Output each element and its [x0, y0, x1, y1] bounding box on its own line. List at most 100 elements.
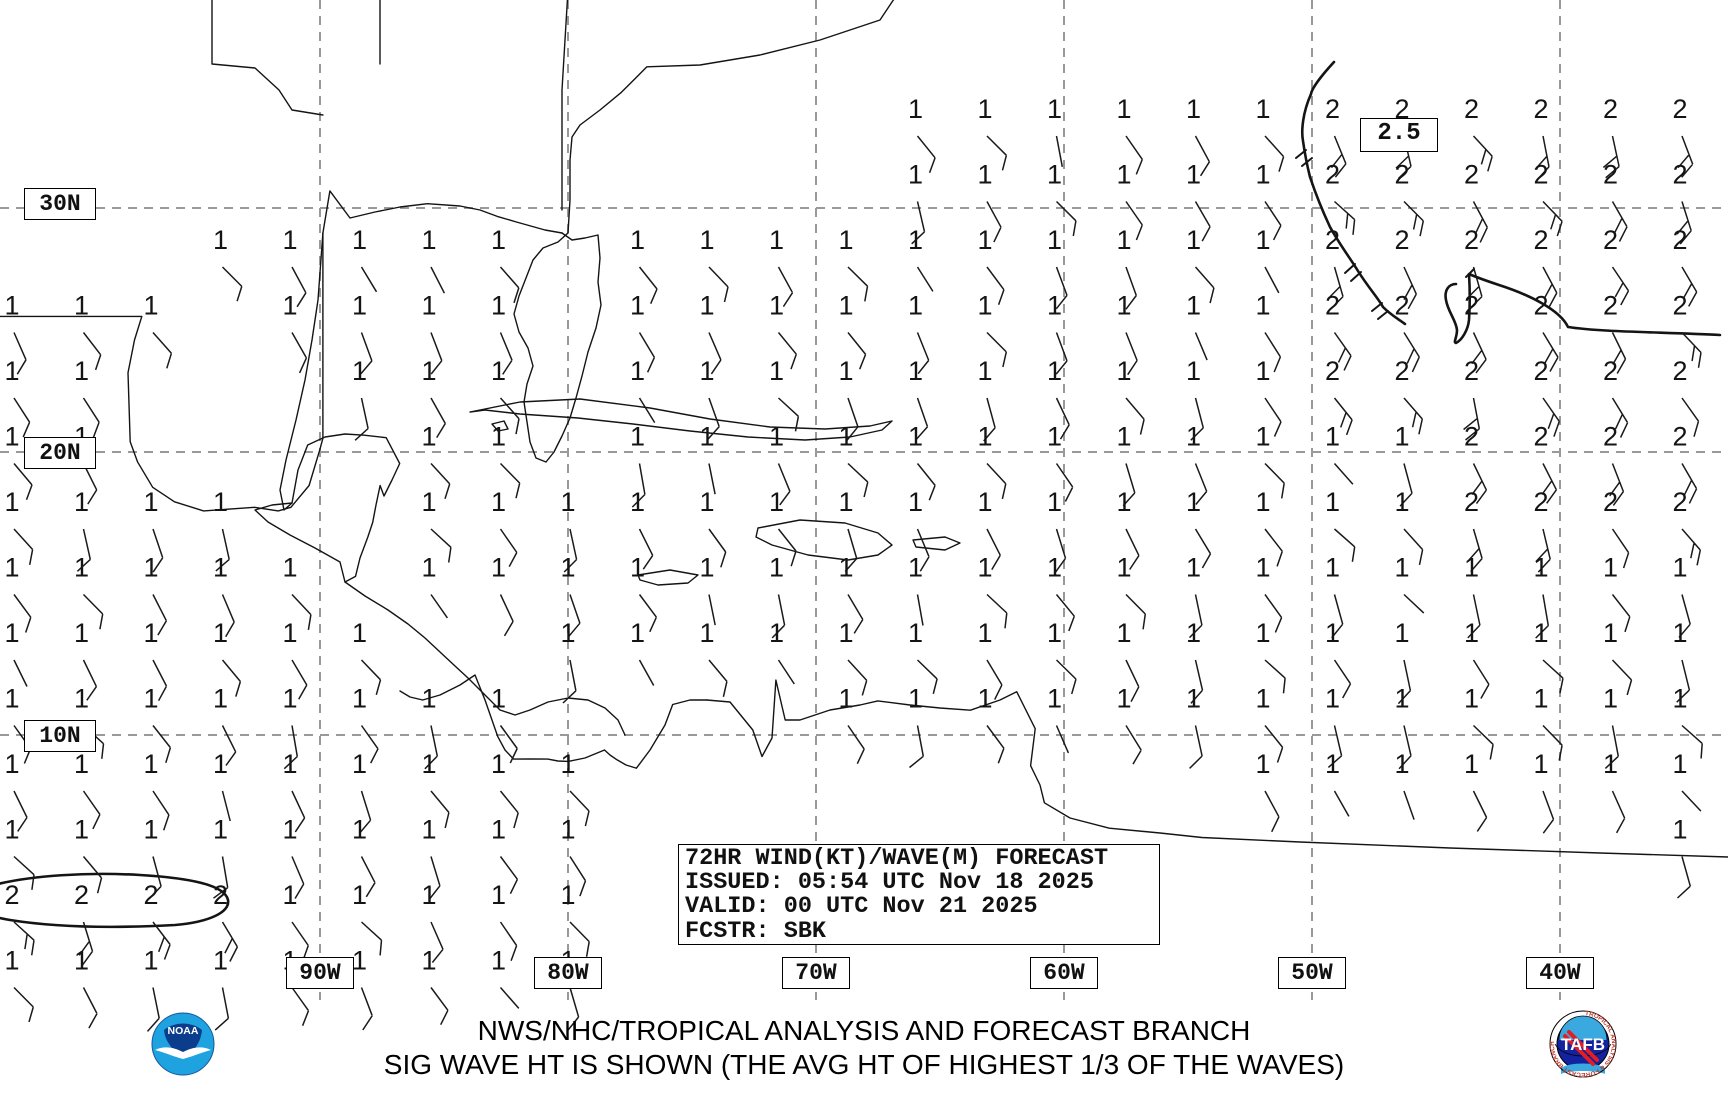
svg-text:1: 1: [1603, 553, 1618, 583]
svg-text:1: 1: [74, 684, 89, 714]
svg-text:1: 1: [1186, 356, 1201, 386]
svg-text:1: 1: [1603, 749, 1618, 779]
svg-text:2: 2: [1603, 160, 1618, 190]
svg-text:1: 1: [143, 291, 158, 321]
svg-text:1: 1: [352, 356, 367, 386]
svg-text:1: 1: [1464, 618, 1479, 648]
svg-text:1: 1: [1672, 684, 1687, 714]
svg-text:1: 1: [977, 291, 992, 321]
svg-text:1: 1: [1533, 618, 1548, 648]
svg-text:1: 1: [74, 946, 89, 976]
svg-text:1: 1: [630, 618, 645, 648]
svg-text:1: 1: [213, 487, 228, 517]
svg-text:2: 2: [143, 880, 158, 910]
svg-text:1: 1: [421, 815, 436, 845]
svg-text:1: 1: [838, 684, 853, 714]
svg-text:1: 1: [1047, 618, 1062, 648]
svg-text:2: 2: [1672, 160, 1687, 190]
svg-text:1: 1: [421, 291, 436, 321]
svg-text:2: 2: [1533, 291, 1548, 321]
svg-text:2: 2: [1533, 356, 1548, 386]
svg-text:1: 1: [769, 291, 784, 321]
svg-text:1: 1: [1672, 749, 1687, 779]
svg-text:1: 1: [74, 291, 89, 321]
svg-text:1: 1: [1186, 487, 1201, 517]
svg-text:1: 1: [282, 225, 297, 255]
svg-text:1: 1: [352, 618, 367, 648]
svg-text:1: 1: [213, 553, 228, 583]
svg-text:1: 1: [769, 356, 784, 386]
svg-text:1: 1: [1464, 684, 1479, 714]
svg-text:1: 1: [908, 94, 923, 124]
svg-text:1: 1: [560, 880, 575, 910]
svg-text:1: 1: [699, 291, 714, 321]
svg-text:1: 1: [1186, 422, 1201, 452]
svg-text:1: 1: [143, 815, 158, 845]
svg-text:1: 1: [1394, 749, 1409, 779]
svg-text:1: 1: [977, 553, 992, 583]
svg-text:1: 1: [1603, 618, 1618, 648]
svg-text:2: 2: [1464, 291, 1479, 321]
svg-text:1: 1: [1325, 749, 1340, 779]
svg-text:1: 1: [1047, 487, 1062, 517]
svg-text:1: 1: [1672, 815, 1687, 845]
svg-text:1: 1: [908, 553, 923, 583]
svg-text:1: 1: [1394, 422, 1409, 452]
svg-text:1: 1: [4, 487, 19, 517]
svg-text:1: 1: [1186, 553, 1201, 583]
svg-text:1: 1: [421, 356, 436, 386]
svg-text:2: 2: [1672, 356, 1687, 386]
svg-text:TAFB: TAFB: [1561, 1035, 1605, 1054]
svg-text:1: 1: [491, 487, 506, 517]
svg-text:NOAA: NOAA: [168, 1025, 199, 1037]
svg-text:1: 1: [1186, 684, 1201, 714]
svg-text:1: 1: [1116, 487, 1131, 517]
svg-text:1: 1: [977, 225, 992, 255]
svg-text:1: 1: [143, 684, 158, 714]
svg-text:1: 1: [838, 487, 853, 517]
svg-text:2: 2: [1325, 94, 1340, 124]
svg-text:1: 1: [352, 225, 367, 255]
svg-text:1: 1: [1325, 487, 1340, 517]
svg-text:1: 1: [1186, 225, 1201, 255]
svg-text:1: 1: [1186, 291, 1201, 321]
svg-text:1: 1: [4, 815, 19, 845]
svg-text:1: 1: [1047, 356, 1062, 386]
svg-text:1: 1: [560, 487, 575, 517]
svg-text:1: 1: [769, 487, 784, 517]
svg-text:1: 1: [1325, 553, 1340, 583]
svg-text:1: 1: [1255, 618, 1270, 648]
svg-text:1: 1: [1116, 684, 1131, 714]
svg-text:1: 1: [699, 618, 714, 648]
svg-text:1: 1: [977, 422, 992, 452]
svg-text:1: 1: [1255, 553, 1270, 583]
svg-text:2: 2: [4, 880, 19, 910]
svg-text:2: 2: [1464, 160, 1479, 190]
svg-text:1: 1: [4, 553, 19, 583]
svg-text:1: 1: [1255, 749, 1270, 779]
svg-text:1: 1: [630, 225, 645, 255]
svg-text:1: 1: [282, 815, 297, 845]
svg-text:1: 1: [1047, 291, 1062, 321]
svg-text:1: 1: [74, 618, 89, 648]
svg-text:2: 2: [1672, 291, 1687, 321]
svg-text:1: 1: [838, 291, 853, 321]
svg-text:2: 2: [1394, 356, 1409, 386]
svg-text:2: 2: [1672, 422, 1687, 452]
svg-text:1: 1: [1255, 225, 1270, 255]
svg-text:1: 1: [491, 225, 506, 255]
svg-text:2: 2: [1672, 225, 1687, 255]
svg-text:1: 1: [560, 553, 575, 583]
svg-text:1: 1: [1116, 422, 1131, 452]
svg-text:1: 1: [421, 553, 436, 583]
svg-text:1: 1: [1533, 749, 1548, 779]
svg-text:2: 2: [1464, 422, 1479, 452]
svg-text:1: 1: [421, 880, 436, 910]
svg-text:1: 1: [1255, 356, 1270, 386]
svg-text:1: 1: [1533, 684, 1548, 714]
svg-text:1: 1: [977, 618, 992, 648]
svg-text:2: 2: [1464, 356, 1479, 386]
svg-text:1: 1: [977, 487, 992, 517]
svg-text:2: 2: [1325, 225, 1340, 255]
svg-text:1: 1: [143, 618, 158, 648]
